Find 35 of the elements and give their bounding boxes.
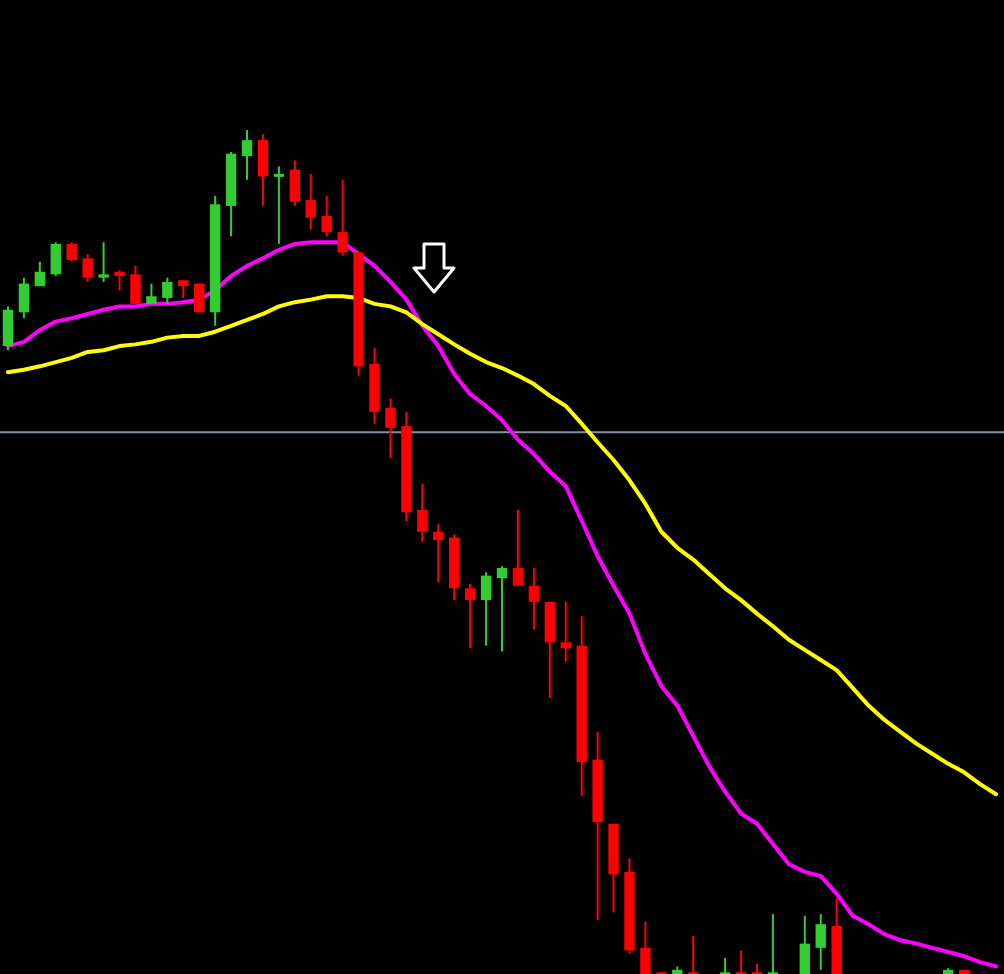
candlestick <box>512 508 524 587</box>
candlestick <box>337 178 348 257</box>
candlestick <box>385 397 396 460</box>
candlestick <box>496 565 508 653</box>
candlestick <box>130 264 141 305</box>
candlestick <box>2 305 14 352</box>
candlestick <box>34 260 46 288</box>
candlestick <box>305 172 316 231</box>
candlestick <box>688 935 699 974</box>
candlestick <box>162 276 173 305</box>
candlestick <box>767 913 779 974</box>
candlestick <box>18 276 30 320</box>
candlestick <box>560 600 571 663</box>
candlestick <box>544 600 555 700</box>
candlestick <box>289 159 300 207</box>
candlestick <box>66 241 77 263</box>
candlestick <box>464 583 476 650</box>
candlestick <box>480 571 492 647</box>
candlestick <box>114 269 125 292</box>
candlestick <box>98 241 109 283</box>
candlestick <box>799 914 810 974</box>
candlestick <box>640 920 651 974</box>
candlestick <box>815 913 826 971</box>
candlestick <box>417 482 428 543</box>
candlestick <box>50 241 61 278</box>
candlestick <box>735 949 747 974</box>
candlestick <box>241 129 253 181</box>
candlestick <box>257 133 269 207</box>
candlestick <box>82 253 93 283</box>
candlestick <box>146 282 157 305</box>
candlestick <box>273 165 285 245</box>
candlestick <box>528 567 540 631</box>
candlestick <box>433 523 444 584</box>
candlestick <box>321 194 332 238</box>
candlestick <box>719 956 731 974</box>
